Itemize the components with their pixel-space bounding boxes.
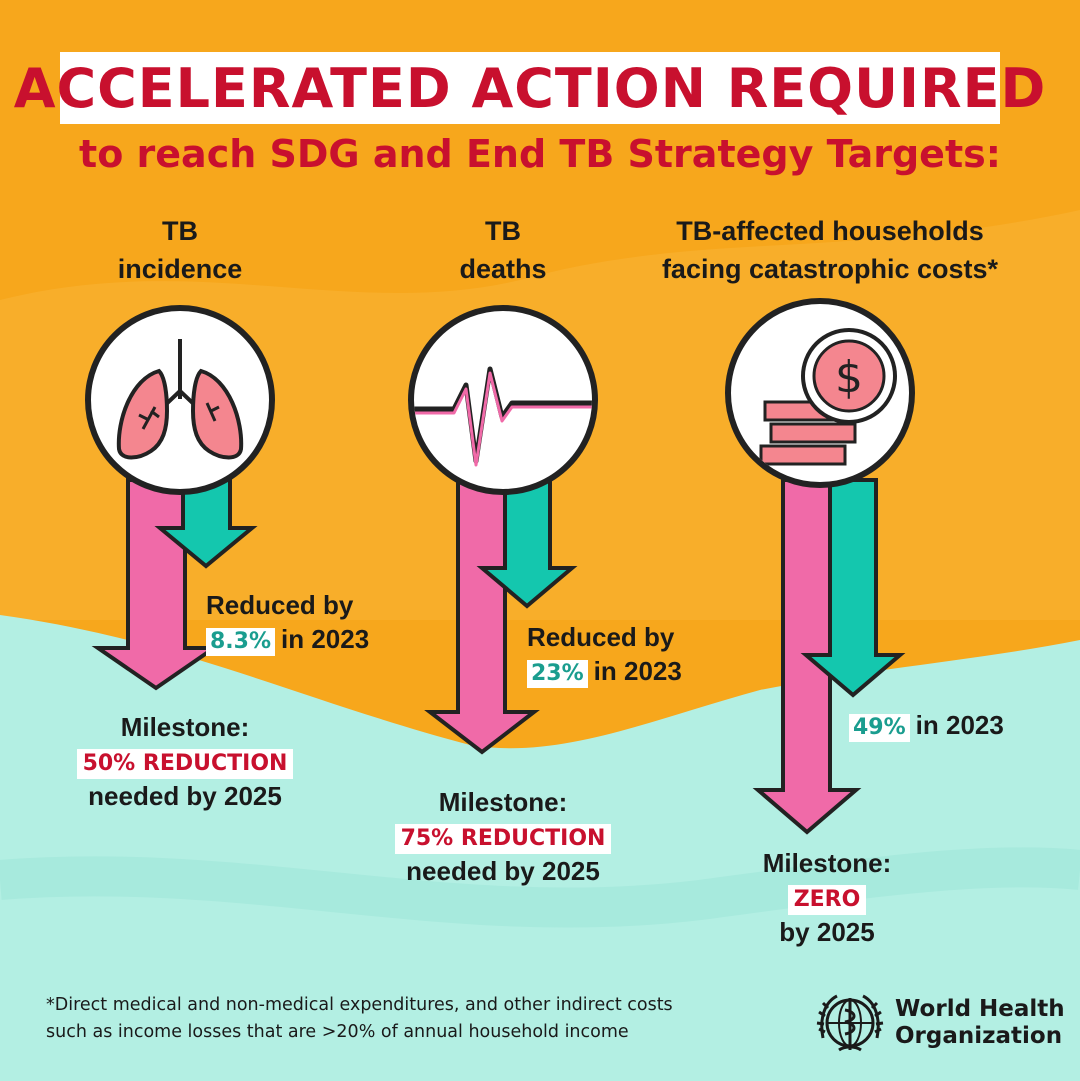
lungs-icon — [116, 339, 244, 460]
progress-arrow-deaths — [476, 478, 578, 609]
milestone-value-badge: 50% REDUCTION — [76, 749, 294, 779]
progress-arrow-households — [800, 478, 906, 698]
who-emblem-icon — [816, 994, 884, 1052]
label-line: TB — [485, 216, 521, 246]
footnote: *Direct medical and non-medical expendit… — [46, 992, 806, 1046]
title-banner: ACCELERATED ACTION REQUIRED — [14, 52, 1045, 124]
milestone-value-badge: ZERO — [787, 885, 867, 915]
milestone-deadline: needed by 2025 — [406, 856, 600, 886]
label-line: incidence — [117, 254, 243, 284]
current-year: in 2023 — [915, 710, 1004, 740]
page-title: ACCELERATED ACTION REQUIRED — [13, 56, 1047, 120]
label-line: TB — [162, 216, 198, 246]
heartbeat-icon — [414, 366, 592, 467]
column-label-households: TB-affected households facing catastroph… — [640, 212, 1020, 288]
milestone-deaths: Milestone: 75% REDUCTION needed by 2025 — [378, 785, 628, 888]
footnote-line: such as income losses that are >20% of a… — [46, 1022, 629, 1042]
milestone-deadline: needed by 2025 — [88, 781, 282, 811]
progress-text-deaths: Reduced by 23% in 2023 — [527, 620, 682, 688]
svg-text:$: $ — [835, 352, 863, 403]
milestone-households: Milestone: ZERO by 2025 — [702, 846, 952, 949]
footnote-line: *Direct medical and non-medical expendit… — [46, 995, 673, 1015]
label-line: facing catastrophic costs* — [661, 254, 999, 284]
milestone-label: Milestone: — [438, 787, 568, 817]
label-line: TB-affected households — [676, 216, 984, 246]
reduced-label: Reduced by — [527, 622, 675, 652]
milestone-value-badge: 75% REDUCTION — [394, 824, 612, 854]
current-year: in 2023 — [281, 624, 370, 654]
households-circle: $ — [725, 298, 915, 488]
incidence-circle — [85, 305, 275, 495]
coins-icon: $ — [759, 328, 897, 466]
current-value-badge: 23% — [527, 660, 588, 688]
logo-line: Organization — [895, 1023, 1063, 1049]
milestone-deadline: by 2025 — [779, 917, 875, 947]
deaths-circle — [408, 305, 598, 495]
column-label-deaths: TB deaths — [403, 212, 603, 288]
progress-text-households: 49% in 2023 — [849, 708, 1004, 742]
progress-arrow-incidence — [154, 478, 258, 569]
who-logo: World Health Organization — [815, 988, 1065, 1058]
milestone-label: Milestone: — [120, 712, 250, 742]
page-subtitle: to reach SDG and End TB Strategy Targets… — [79, 132, 1001, 176]
milestone-label: Milestone: — [762, 848, 892, 878]
reduced-label: Reduced by — [206, 590, 354, 620]
milestone-incidence: Milestone: 50% REDUCTION needed by 2025 — [60, 710, 310, 813]
current-year: in 2023 — [593, 656, 682, 686]
current-value-badge: 49% — [849, 714, 910, 742]
progress-text-incidence: Reduced by 8.3% in 2023 — [206, 588, 369, 656]
column-label-incidence: TB incidence — [80, 212, 280, 288]
current-value-badge: 8.3% — [206, 628, 276, 656]
who-name: World Health Organization — [895, 996, 1065, 1050]
logo-line: World Health — [895, 996, 1065, 1022]
label-line: deaths — [459, 254, 547, 284]
